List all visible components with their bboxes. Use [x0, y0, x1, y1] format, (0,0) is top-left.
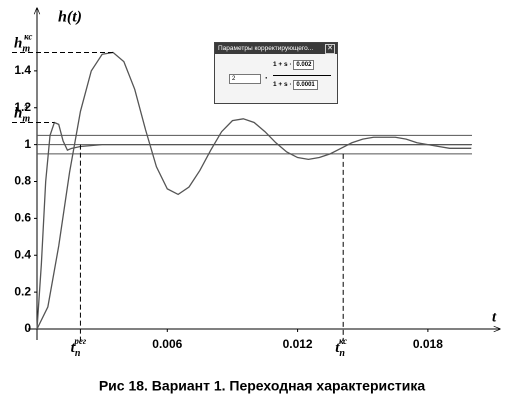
y-tick-label: 0 [24, 321, 31, 335]
den-prefix: 1 + s · [273, 81, 292, 88]
x-tick-label: 0.012 [283, 337, 313, 351]
x-tick-label: 0.018 [413, 337, 443, 351]
y-tick-label: 0.2 [14, 284, 31, 298]
y-label: h(t) [58, 9, 82, 26]
den-input[interactable]: 0.0001 [293, 80, 318, 90]
y-tick-label: 1.4 [14, 63, 31, 77]
y-tick-label: 1.2 [14, 100, 31, 114]
caption: Рис 18. Вариант 1. Переходная характерис… [99, 378, 426, 394]
series-line [36, 51, 472, 330]
dialog: Параметры корректирующего... ✕ 2 · 1 + s … [214, 42, 338, 104]
x-tick-label: 0.006 [152, 337, 182, 351]
marker-sup: рег [73, 336, 86, 346]
marker-sub: п [339, 348, 345, 359]
gain-input[interactable]: 2 [229, 74, 261, 84]
marker-sup: з [23, 102, 28, 112]
num-prefix: 1 + s · [273, 61, 292, 68]
fraction-line [273, 75, 331, 76]
marker-label: hm кс [14, 32, 32, 55]
close-button[interactable]: ✕ [325, 44, 335, 54]
dialog-title-bar: Параметры корректирующего... ✕ [215, 43, 337, 54]
marker-base: t [335, 340, 340, 356]
marker-label: tп рег [71, 336, 87, 359]
y-tick-label: 0.4 [14, 247, 31, 261]
marker-base: h [14, 106, 22, 122]
marker-label: tп кс [335, 336, 347, 359]
numerator: 1 + s · 0.002 [273, 60, 315, 70]
y-tick-label: 0.8 [14, 174, 31, 188]
marker-base: t [71, 340, 76, 356]
dialog-title: Параметры корректирующего... [218, 45, 314, 52]
series-line [36, 121, 472, 330]
marker-base: h [14, 36, 22, 52]
num-input[interactable]: 0.002 [293, 60, 315, 70]
marker-sub: п [75, 348, 81, 359]
marker-label: hmз [14, 102, 30, 125]
times-sign: · [265, 73, 268, 83]
marker-sub: m [22, 44, 30, 55]
x-label: t [492, 309, 497, 325]
y-tick-label: 1 [24, 137, 31, 151]
marker-sup: кс [24, 32, 32, 42]
denominator: 1 + s · 0.0001 [273, 80, 318, 90]
y-tick-label: 0.6 [14, 211, 31, 225]
marker-sub: m [22, 114, 30, 125]
dialog-body: 2 · 1 + s · 0.002 1 + s · 0.0001 [215, 54, 337, 102]
marker-sup: кс [339, 336, 347, 346]
